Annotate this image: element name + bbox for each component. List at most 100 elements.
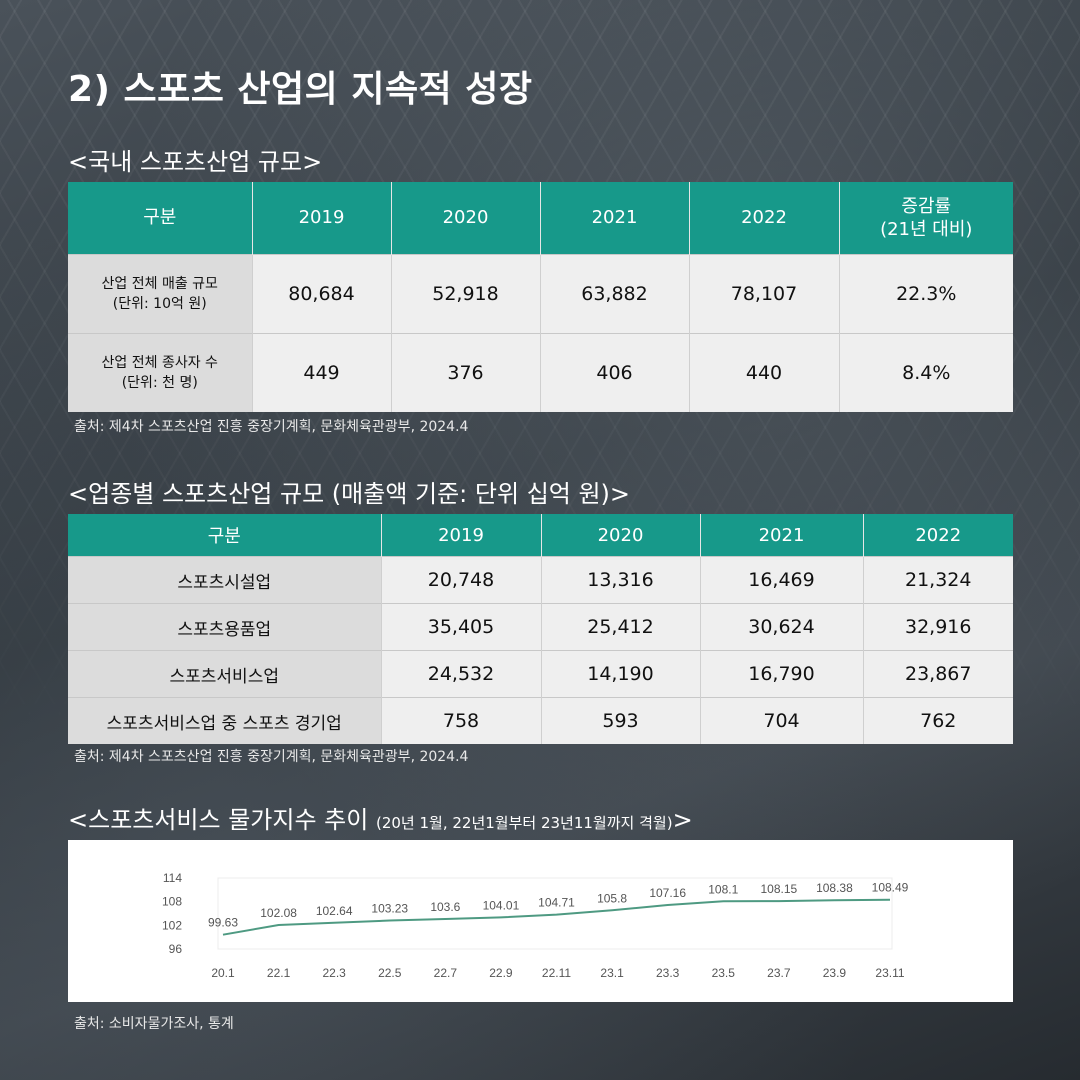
x-tick-label: 23.1	[600, 966, 624, 980]
plot-area-frame	[217, 877, 893, 950]
industry-size-table: 구분 2019 2020 2021 2022 증감률 (21년 대비) 산업 전…	[68, 182, 1013, 412]
header-2019: 2019	[381, 514, 542, 557]
data-label: 108.38	[816, 881, 853, 895]
header-2020: 2020	[391, 182, 541, 255]
data-label: 107.16	[649, 886, 686, 900]
table-cell: 21,324	[863, 556, 1013, 604]
data-label: 108.49	[872, 881, 909, 895]
table-cell: 52,918	[391, 254, 541, 334]
data-label: 99.63	[208, 916, 238, 930]
table-cell: 758	[381, 697, 542, 744]
table-cell: 14,190	[541, 650, 701, 698]
data-label: 103.6	[430, 900, 460, 914]
header-2021: 2021	[700, 514, 864, 557]
table-cell: 25,412	[541, 603, 701, 651]
table-cell: 63,882	[540, 254, 690, 334]
table-cell: 16,790	[700, 650, 864, 698]
table-cell: 80,684	[252, 254, 392, 334]
header-2021: 2021	[540, 182, 690, 255]
x-tick-label: 22.9	[489, 966, 513, 980]
series-line	[222, 898, 891, 936]
table-cell: 30,624	[700, 603, 864, 651]
header-category: 구분	[68, 514, 382, 557]
table-header-row: 구분 2019 2020 2021 2022	[68, 514, 1013, 557]
table-cell: 13,316	[541, 556, 701, 604]
section2-heading: <업종별 스포츠산업 규모 (매출액 기준: 단위 십억 원)>	[68, 480, 631, 508]
table-cell: 593	[541, 697, 701, 744]
x-tick-label: 22.11	[542, 966, 571, 980]
data-label: 108.1	[708, 882, 738, 896]
table-row: 스포츠시설업 20,748 13,316 16,469 21,324	[68, 556, 1013, 604]
x-tick-label: 23.11	[875, 966, 904, 980]
data-label: 105.8	[597, 891, 627, 905]
x-tick-label: 23.9	[823, 966, 847, 980]
row-label-unit: (단위: 10억 원)	[112, 296, 207, 312]
row-label: 스포츠시설업	[68, 556, 382, 604]
data-label: 102.64	[316, 904, 353, 918]
y-tick-label: 114	[163, 871, 182, 885]
table-cell: 20,748	[381, 556, 542, 604]
table-row: 스포츠서비스업 중 스포츠 경기업 758 593 704 762	[68, 697, 1013, 744]
y-tick-label: 96	[169, 942, 183, 956]
row-label: 스포츠서비스업 중 스포츠 경기업	[68, 697, 382, 744]
section1-source: 출처: 제4차 스포츠산업 진흥 중장기계획, 문화체육관광부, 2024.4	[74, 419, 469, 435]
row-label: 스포츠용품업	[68, 603, 382, 651]
price-index-chart: 96 102 108 114 20.1 22.1 22.3 22.5 22.7 22.9 22.11…	[68, 840, 1013, 1002]
x-tick-label: 22.3	[322, 966, 346, 980]
section3-heading-text: <스포츠서비스 물가지수 추이	[68, 806, 369, 834]
data-label: 102.08	[260, 906, 297, 920]
x-tick-label: 22.7	[434, 966, 458, 980]
data-label: 104.01	[483, 898, 520, 912]
section3-heading-note: (20년 1월, 22년1월부터 23년11월까지 격월)	[375, 814, 673, 832]
section3-heading: <스포츠서비스 물가지수 추이 (20년 1월, 22년1월부터 23년11월까…	[68, 800, 693, 835]
y-tick-label: 108	[162, 895, 182, 909]
table-cell: 376	[391, 333, 541, 412]
page-title: 2) 스포츠 산업의 지속적 성장	[68, 69, 533, 110]
table-cell: 78,107	[689, 254, 840, 334]
table-cell: 24,532	[381, 650, 542, 698]
table-cell: 16,469	[700, 556, 864, 604]
table-cell: 449	[252, 333, 392, 412]
row-label-text: 산업 전체 종사자 수	[101, 354, 218, 371]
table-row: 산업 전체 매출 규모 (단위: 10억 원) 80,684 52,918 63…	[68, 254, 1013, 334]
x-tick-label: 20.1	[211, 966, 235, 980]
header-2022: 2022	[689, 182, 840, 255]
section3-heading-end: >	[672, 806, 693, 834]
section2-source: 출처: 제4차 스포츠산업 진흥 중장기계획, 문화체육관광부, 2024.4	[74, 749, 469, 765]
row-label: 스포츠서비스업	[68, 650, 382, 698]
x-tick-label: 23.7	[767, 966, 791, 980]
table-cell: 32,916	[863, 603, 1013, 651]
x-tick-label: 23.5	[712, 966, 736, 980]
table-row: 산업 전체 종사자 수 (단위: 천 명) 449 376 406 440 8.…	[68, 333, 1013, 412]
table-row: 스포츠용품업 35,405 25,412 30,624 32,916	[68, 603, 1013, 651]
table-cell: 440	[689, 333, 840, 412]
x-tick-label: 22.1	[267, 966, 291, 980]
header-2022: 2022	[863, 514, 1013, 557]
table-cell: 35,405	[381, 603, 542, 651]
table-header-row: 구분 2019 2020 2021 2022 증감률 (21년 대비)	[68, 182, 1013, 255]
header-2020: 2020	[541, 514, 701, 557]
x-tick-label: 22.5	[378, 966, 402, 980]
data-label: 108.15	[760, 882, 797, 896]
table-row: 스포츠서비스업 24,532 14,190 16,790 23,867	[68, 650, 1013, 698]
section3-source: 출처: 소비자물가조사, 통계	[74, 1016, 234, 1032]
header-category: 구분	[68, 182, 253, 255]
header-2019: 2019	[252, 182, 392, 255]
data-label: 103.23	[371, 901, 408, 915]
table-cell: 22.3%	[839, 254, 1013, 334]
row-label-text: 산업 전체 매출 규모	[101, 275, 218, 292]
table-cell: 406	[540, 333, 690, 412]
header-change-rate: 증감률 (21년 대비)	[839, 182, 1013, 255]
row-label-revenue: 산업 전체 매출 규모 (단위: 10억 원)	[68, 254, 253, 334]
data-label: 104.71	[538, 896, 575, 910]
header-change-rate-basis: (21년 대비)	[880, 219, 973, 240]
y-tick-label: 102	[162, 918, 182, 932]
table-cell: 8.4%	[839, 333, 1013, 412]
header-change-rate-label: 증감률	[901, 195, 952, 217]
row-label-unit: (단위: 천 명)	[121, 375, 198, 391]
table-cell: 704	[700, 697, 864, 744]
table-cell: 23,867	[863, 650, 1013, 698]
sector-size-table: 구분 2019 2020 2021 2022 스포츠시설업 20,748 13,…	[68, 514, 1013, 744]
table-cell: 762	[863, 697, 1013, 744]
x-tick-label: 23.3	[656, 966, 680, 980]
